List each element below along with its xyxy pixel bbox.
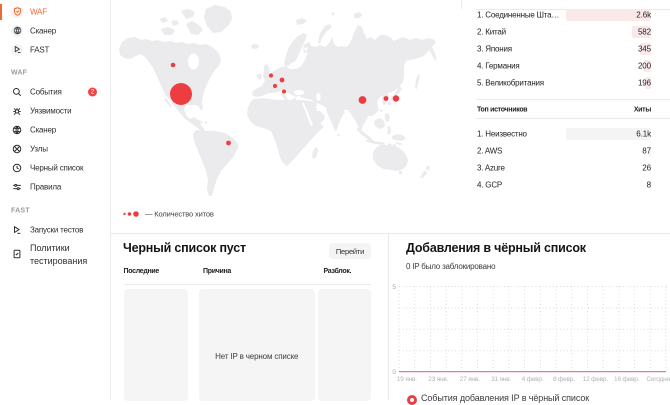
svg-text:5: 5 <box>392 284 396 291</box>
svg-text:— Количество хитов: — Количество хитов <box>145 210 214 219</box>
svg-text:0: 0 <box>392 369 396 376</box>
